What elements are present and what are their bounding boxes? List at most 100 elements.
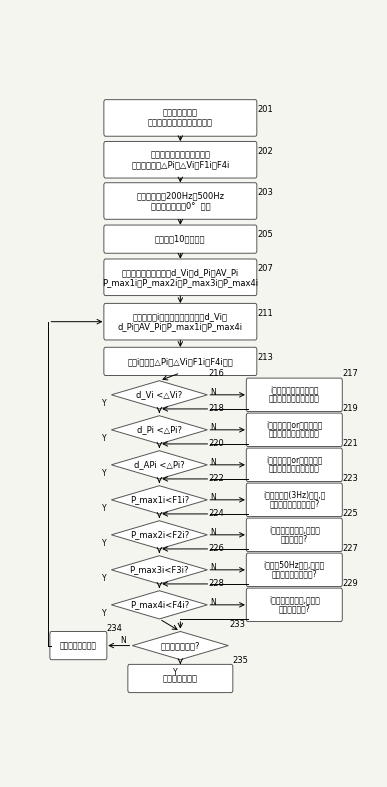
FancyBboxPatch shape	[104, 183, 257, 220]
Polygon shape	[111, 521, 207, 549]
Polygon shape	[132, 631, 228, 660]
Text: 继续下一通道判别: 继续下一通道判别	[60, 641, 97, 650]
Text: 通道的量程及滤波设置！: 通道的量程及滤波设置！	[269, 395, 320, 404]
Text: 205: 205	[258, 231, 274, 239]
Text: N: N	[211, 457, 216, 467]
Text: 220: 220	[209, 439, 224, 448]
FancyBboxPatch shape	[246, 588, 342, 622]
Text: Y: Y	[101, 539, 106, 548]
Text: P_max2i<F2i?: P_max2i<F2i?	[130, 530, 189, 539]
Text: N: N	[121, 636, 126, 645]
Text: 降，请检查其工作情况！: 降，请检查其工作情况！	[269, 430, 320, 439]
Text: 222: 222	[209, 474, 224, 483]
Text: 模型无振动?: 模型无振动?	[281, 535, 308, 544]
Text: 201: 201	[258, 105, 274, 114]
Text: 218: 218	[209, 404, 225, 413]
Text: 235: 235	[233, 656, 249, 666]
Text: i通道有高频干扰,请确认: i通道有高频干扰,请确认	[269, 596, 320, 605]
FancyBboxPatch shape	[246, 448, 342, 482]
Text: P_max1i、P_max2i、P_max3i、P_max4i: P_max1i、P_max2i、P_max3i、P_max4i	[102, 278, 259, 286]
FancyBboxPatch shape	[246, 483, 342, 516]
Text: P_max1i<F1i?: P_max1i<F1i?	[130, 495, 189, 504]
Text: N: N	[211, 597, 216, 607]
Text: 调整模型到迎角0°  静止: 调整模型到迎角0° 静止	[151, 201, 210, 211]
Text: 设置采样率为200Hz～500Hz: 设置采样率为200Hz～500Hz	[136, 191, 224, 201]
FancyBboxPatch shape	[104, 142, 257, 178]
Text: 234: 234	[107, 623, 123, 633]
Text: 226: 226	[209, 544, 225, 553]
FancyBboxPatch shape	[104, 304, 257, 340]
Text: 203: 203	[258, 188, 274, 197]
Text: N: N	[211, 493, 216, 501]
FancyBboxPatch shape	[104, 100, 257, 136]
Text: i通道传感器or天平精度下: i通道传感器or天平精度下	[266, 421, 322, 430]
Text: Y: Y	[173, 667, 178, 677]
Text: i通道有低频(3Hz)干扰,请: i通道有低频(3Hz)干扰,请	[263, 491, 325, 500]
Text: 滤波设置正常?: 滤波设置正常?	[278, 605, 310, 614]
Text: d_APi <△Pi?: d_APi <△Pi?	[134, 460, 185, 469]
Text: 224: 224	[209, 509, 224, 518]
Text: 降，请检查工作系数等！: 降，请检查工作系数等！	[269, 465, 320, 474]
Text: Y: Y	[101, 399, 106, 408]
Text: 确认采集的状态为静态?: 确认采集的状态为静态?	[269, 500, 319, 509]
Text: i通道有振动干扰,请确认: i通道有振动干扰,请确认	[269, 526, 320, 535]
FancyBboxPatch shape	[246, 553, 342, 586]
Polygon shape	[111, 556, 207, 584]
Text: d_Pi、AV_Pi、P_max1i～P_max4i: d_Pi、AV_Pi、P_max1i～P_max4i	[118, 322, 243, 331]
Text: N: N	[211, 387, 216, 397]
Text: 求各个通道的下列值：d_Vi、d_Pi、AV_Pi: 求各个通道的下列值：d_Vi、d_Pi、AV_Pi	[122, 268, 239, 277]
Text: 是最后的通道吗?: 是最后的通道吗?	[161, 641, 200, 650]
Text: 227: 227	[342, 544, 358, 553]
Polygon shape	[111, 416, 207, 444]
Polygon shape	[111, 451, 207, 479]
Text: 216: 216	[209, 369, 225, 378]
Text: 读取i通道的△Pi、△Vi、F1i～F4i的值: 读取i通道的△Pi、△Vi、F1i～F4i的值	[127, 357, 233, 366]
Text: 选取参考初读数: 选取参考初读数	[163, 109, 198, 117]
Text: 依次分离出i通道的计算结果数据d_Vi、: 依次分离出i通道的计算结果数据d_Vi、	[133, 312, 228, 321]
Text: N: N	[211, 563, 216, 571]
Text: i通道传感器or天平准度下: i通道传感器or天平准度下	[266, 456, 322, 465]
FancyBboxPatch shape	[104, 225, 257, 253]
Text: 根据通道设备的连接情况，: 根据通道设备的连接情况，	[150, 150, 211, 159]
Polygon shape	[111, 486, 207, 514]
FancyBboxPatch shape	[50, 631, 107, 660]
Polygon shape	[111, 591, 207, 619]
Text: Y: Y	[101, 469, 106, 478]
Text: 设置各个通道△Pi、△Vi、F1i～F4i: 设置各个通道△Pi、△Vi、F1i～F4i	[131, 161, 229, 169]
Text: 211: 211	[258, 309, 274, 318]
Text: Y: Y	[101, 434, 106, 443]
Text: 217: 217	[342, 369, 358, 378]
Text: 225: 225	[342, 509, 358, 518]
Text: 207: 207	[258, 264, 274, 273]
Text: 233: 233	[230, 620, 246, 629]
Text: N: N	[211, 423, 216, 431]
Text: d_Pi <△Pi?: d_Pi <△Pi?	[137, 425, 182, 434]
Text: Y: Y	[101, 574, 106, 583]
Text: i通道有50Hz干扰,请确认: i通道有50Hz干扰,请确认	[264, 561, 325, 570]
Text: 连续采集10秒初读数: 连续采集10秒初读数	[155, 235, 205, 244]
Text: 221: 221	[342, 439, 358, 448]
Text: i通道跳数较大，请确认: i通道跳数较大，请确认	[270, 386, 319, 395]
Text: 219: 219	[342, 404, 358, 413]
Text: 获取当前气压、温度的物理值: 获取当前气压、温度的物理值	[148, 119, 213, 127]
Text: 结束初读数检查: 结束初读数检查	[163, 674, 198, 683]
Text: Y: Y	[101, 504, 106, 513]
FancyBboxPatch shape	[104, 347, 257, 375]
Text: d_Vi <△Vi?: d_Vi <△Vi?	[136, 390, 183, 399]
Text: 223: 223	[342, 474, 358, 483]
Text: P_max4i<F4i?: P_max4i<F4i?	[130, 600, 189, 609]
Text: 供电、滤波设置正常?: 供电、滤波设置正常?	[272, 570, 317, 579]
Text: P_max3i<F3i?: P_max3i<F3i?	[130, 565, 189, 575]
Text: 228: 228	[209, 579, 225, 588]
Text: 229: 229	[342, 579, 358, 588]
Text: 213: 213	[258, 353, 274, 361]
FancyBboxPatch shape	[246, 378, 342, 412]
FancyBboxPatch shape	[128, 664, 233, 693]
FancyBboxPatch shape	[246, 413, 342, 446]
FancyBboxPatch shape	[246, 518, 342, 552]
Text: 202: 202	[258, 146, 274, 156]
FancyBboxPatch shape	[104, 259, 257, 296]
Text: N: N	[211, 527, 216, 537]
Polygon shape	[111, 381, 207, 409]
Text: Y: Y	[101, 609, 106, 618]
